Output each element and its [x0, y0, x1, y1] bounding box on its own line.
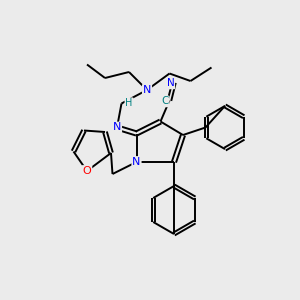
Text: N: N — [113, 122, 121, 133]
Text: N: N — [167, 78, 174, 88]
Text: O: O — [82, 166, 91, 176]
Text: H: H — [125, 98, 133, 108]
Text: N: N — [132, 157, 141, 167]
Text: N: N — [143, 85, 151, 95]
Text: C: C — [161, 96, 169, 106]
